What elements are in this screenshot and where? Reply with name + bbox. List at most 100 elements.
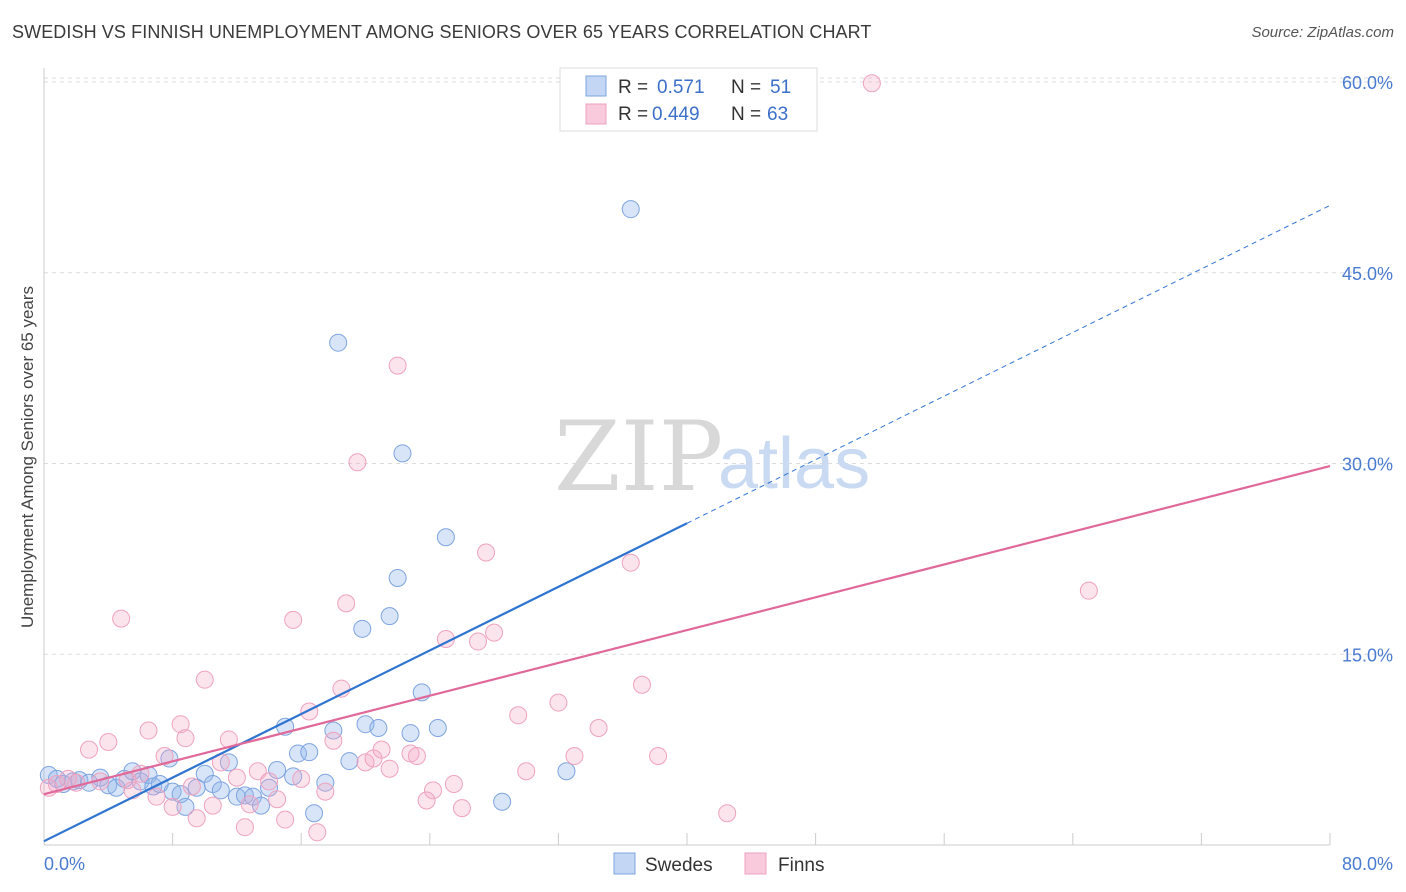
swedes-point-44 <box>393 444 412 463</box>
finns-point-42 <box>380 759 399 778</box>
finns-point-58 <box>589 719 608 738</box>
finns-point-24 <box>235 818 254 837</box>
finns-point-49 <box>444 774 463 793</box>
swedes-point-51 <box>621 200 640 219</box>
watermark: ZIP atlas <box>554 401 870 513</box>
finns-point-32 <box>300 702 319 721</box>
swedes-point-42 <box>380 607 399 626</box>
finns-point-1 <box>47 774 66 793</box>
finns-point-17 <box>182 777 201 796</box>
finns-point-56 <box>549 693 568 712</box>
grid-lines <box>44 77 1392 655</box>
y-axis-label: Unemployment Among Seniors over 65 years <box>18 286 37 628</box>
finns-point-46 <box>417 791 436 810</box>
finns-point-60 <box>632 675 651 694</box>
swedes-point-48 <box>436 528 455 547</box>
finns-point-47 <box>424 781 443 800</box>
finns-point-7 <box>112 609 131 628</box>
bottom-legend-swatch-finns <box>744 852 767 875</box>
finns-point-27 <box>260 772 279 791</box>
swedes-point-41 <box>369 719 388 738</box>
finns-point-16 <box>176 729 195 748</box>
bottom-legend: Swedes Finns <box>613 852 824 876</box>
axes <box>43 68 1331 846</box>
swedes-point-36 <box>324 721 343 740</box>
swedes-point-34 <box>305 804 324 823</box>
finns-point-18 <box>187 809 206 828</box>
watermark-zip: ZIP <box>554 401 723 513</box>
finns-point-6 <box>99 732 118 751</box>
finns-point-63 <box>862 74 881 93</box>
y-tick-label-2: 45.0% <box>1342 264 1393 284</box>
bottom-legend-label-swedes: Swedes <box>645 855 713 876</box>
finns-point-57 <box>565 746 584 765</box>
finns-point-20 <box>203 796 222 815</box>
swedes-point-39 <box>353 619 372 638</box>
bottom-legend-label-finns: Finns <box>778 855 824 876</box>
swedes-point-18 <box>176 797 195 816</box>
swedes-point-37 <box>329 333 348 352</box>
legend-n-label-swedes: N = <box>731 77 761 98</box>
legend-n-value-finns: 63 <box>767 104 788 125</box>
finns-point-28 <box>268 790 287 809</box>
swedes-point-43 <box>388 568 407 587</box>
finns-point-26 <box>248 762 267 781</box>
finns-point-19 <box>195 670 214 689</box>
finns-point-3 <box>67 773 86 792</box>
swedes-point-22 <box>211 781 230 800</box>
legend-n-label-finns: N = <box>731 104 761 125</box>
legend-swatch-swedes <box>585 75 607 97</box>
y-tick-labels: 15.0% 30.0% 45.0% 60.0% <box>1342 73 1393 665</box>
finns-point-43 <box>388 356 407 375</box>
x-tick-label-1: 80.0% <box>1342 854 1393 874</box>
finns-point-4 <box>80 740 99 759</box>
finns-point-30 <box>284 610 303 629</box>
finns-trend-line <box>43 464 1331 796</box>
finns-point-64 <box>1079 581 1098 600</box>
finns-point-12 <box>147 787 166 806</box>
finns-point-51 <box>469 632 488 651</box>
finns-point-35 <box>324 731 343 750</box>
finns-point-45 <box>407 746 426 765</box>
watermark-atlas: atlas <box>718 424 870 504</box>
swedes-point-38 <box>340 752 359 771</box>
legend-r-value-swedes: 0.571 <box>657 77 705 98</box>
finns-point-38 <box>348 453 367 472</box>
legend: R = 0.571 N = 51 R = 0.449 N = 63 <box>559 67 818 132</box>
finns-point-61 <box>649 746 668 765</box>
swedes-point-45 <box>401 724 420 743</box>
trend-lines <box>43 204 1331 843</box>
y-tick-label-3: 60.0% <box>1342 73 1393 93</box>
source-label: Source: ZipAtlas.com <box>1251 24 1394 41</box>
finns-point-23 <box>227 768 246 787</box>
finns-point-59 <box>621 553 640 572</box>
legend-r-label-finns: R = <box>618 104 648 125</box>
swedes-point-47 <box>428 719 447 738</box>
finns-point-62 <box>718 804 737 823</box>
finns-point-37 <box>337 594 356 613</box>
finns-point-11 <box>139 721 158 740</box>
chart-title: SWEDISH VS FINNISH UNEMPLOYMENT AMONG SE… <box>12 22 872 42</box>
finns-point-55 <box>517 762 536 781</box>
finns-point-50 <box>452 799 471 818</box>
x-tick-labels: 0.0% 80.0% <box>44 854 1393 874</box>
swedes-point-33 <box>300 743 319 762</box>
finns-point-41 <box>372 740 391 759</box>
finns-point-54 <box>509 706 528 725</box>
finns-point-29 <box>276 810 295 829</box>
swedes-point-50 <box>557 762 576 781</box>
finns-point-52 <box>477 543 496 562</box>
legend-swatch-finns <box>585 103 607 125</box>
legend-n-value-swedes: 51 <box>770 77 791 98</box>
swedes-point-49 <box>493 792 512 811</box>
finns-point-14 <box>163 797 182 816</box>
y-tick-label-1: 30.0% <box>1342 455 1393 475</box>
swedes-trend-line <box>43 522 688 843</box>
bottom-legend-swatch-swedes <box>613 852 636 875</box>
finns-point-31 <box>292 769 311 788</box>
x-tick-label-0: 0.0% <box>44 854 85 874</box>
finns-point-15 <box>171 715 190 734</box>
legend-r-value-finns: 0.449 <box>652 104 700 125</box>
y-tick-label-0: 15.0% <box>1342 645 1393 665</box>
